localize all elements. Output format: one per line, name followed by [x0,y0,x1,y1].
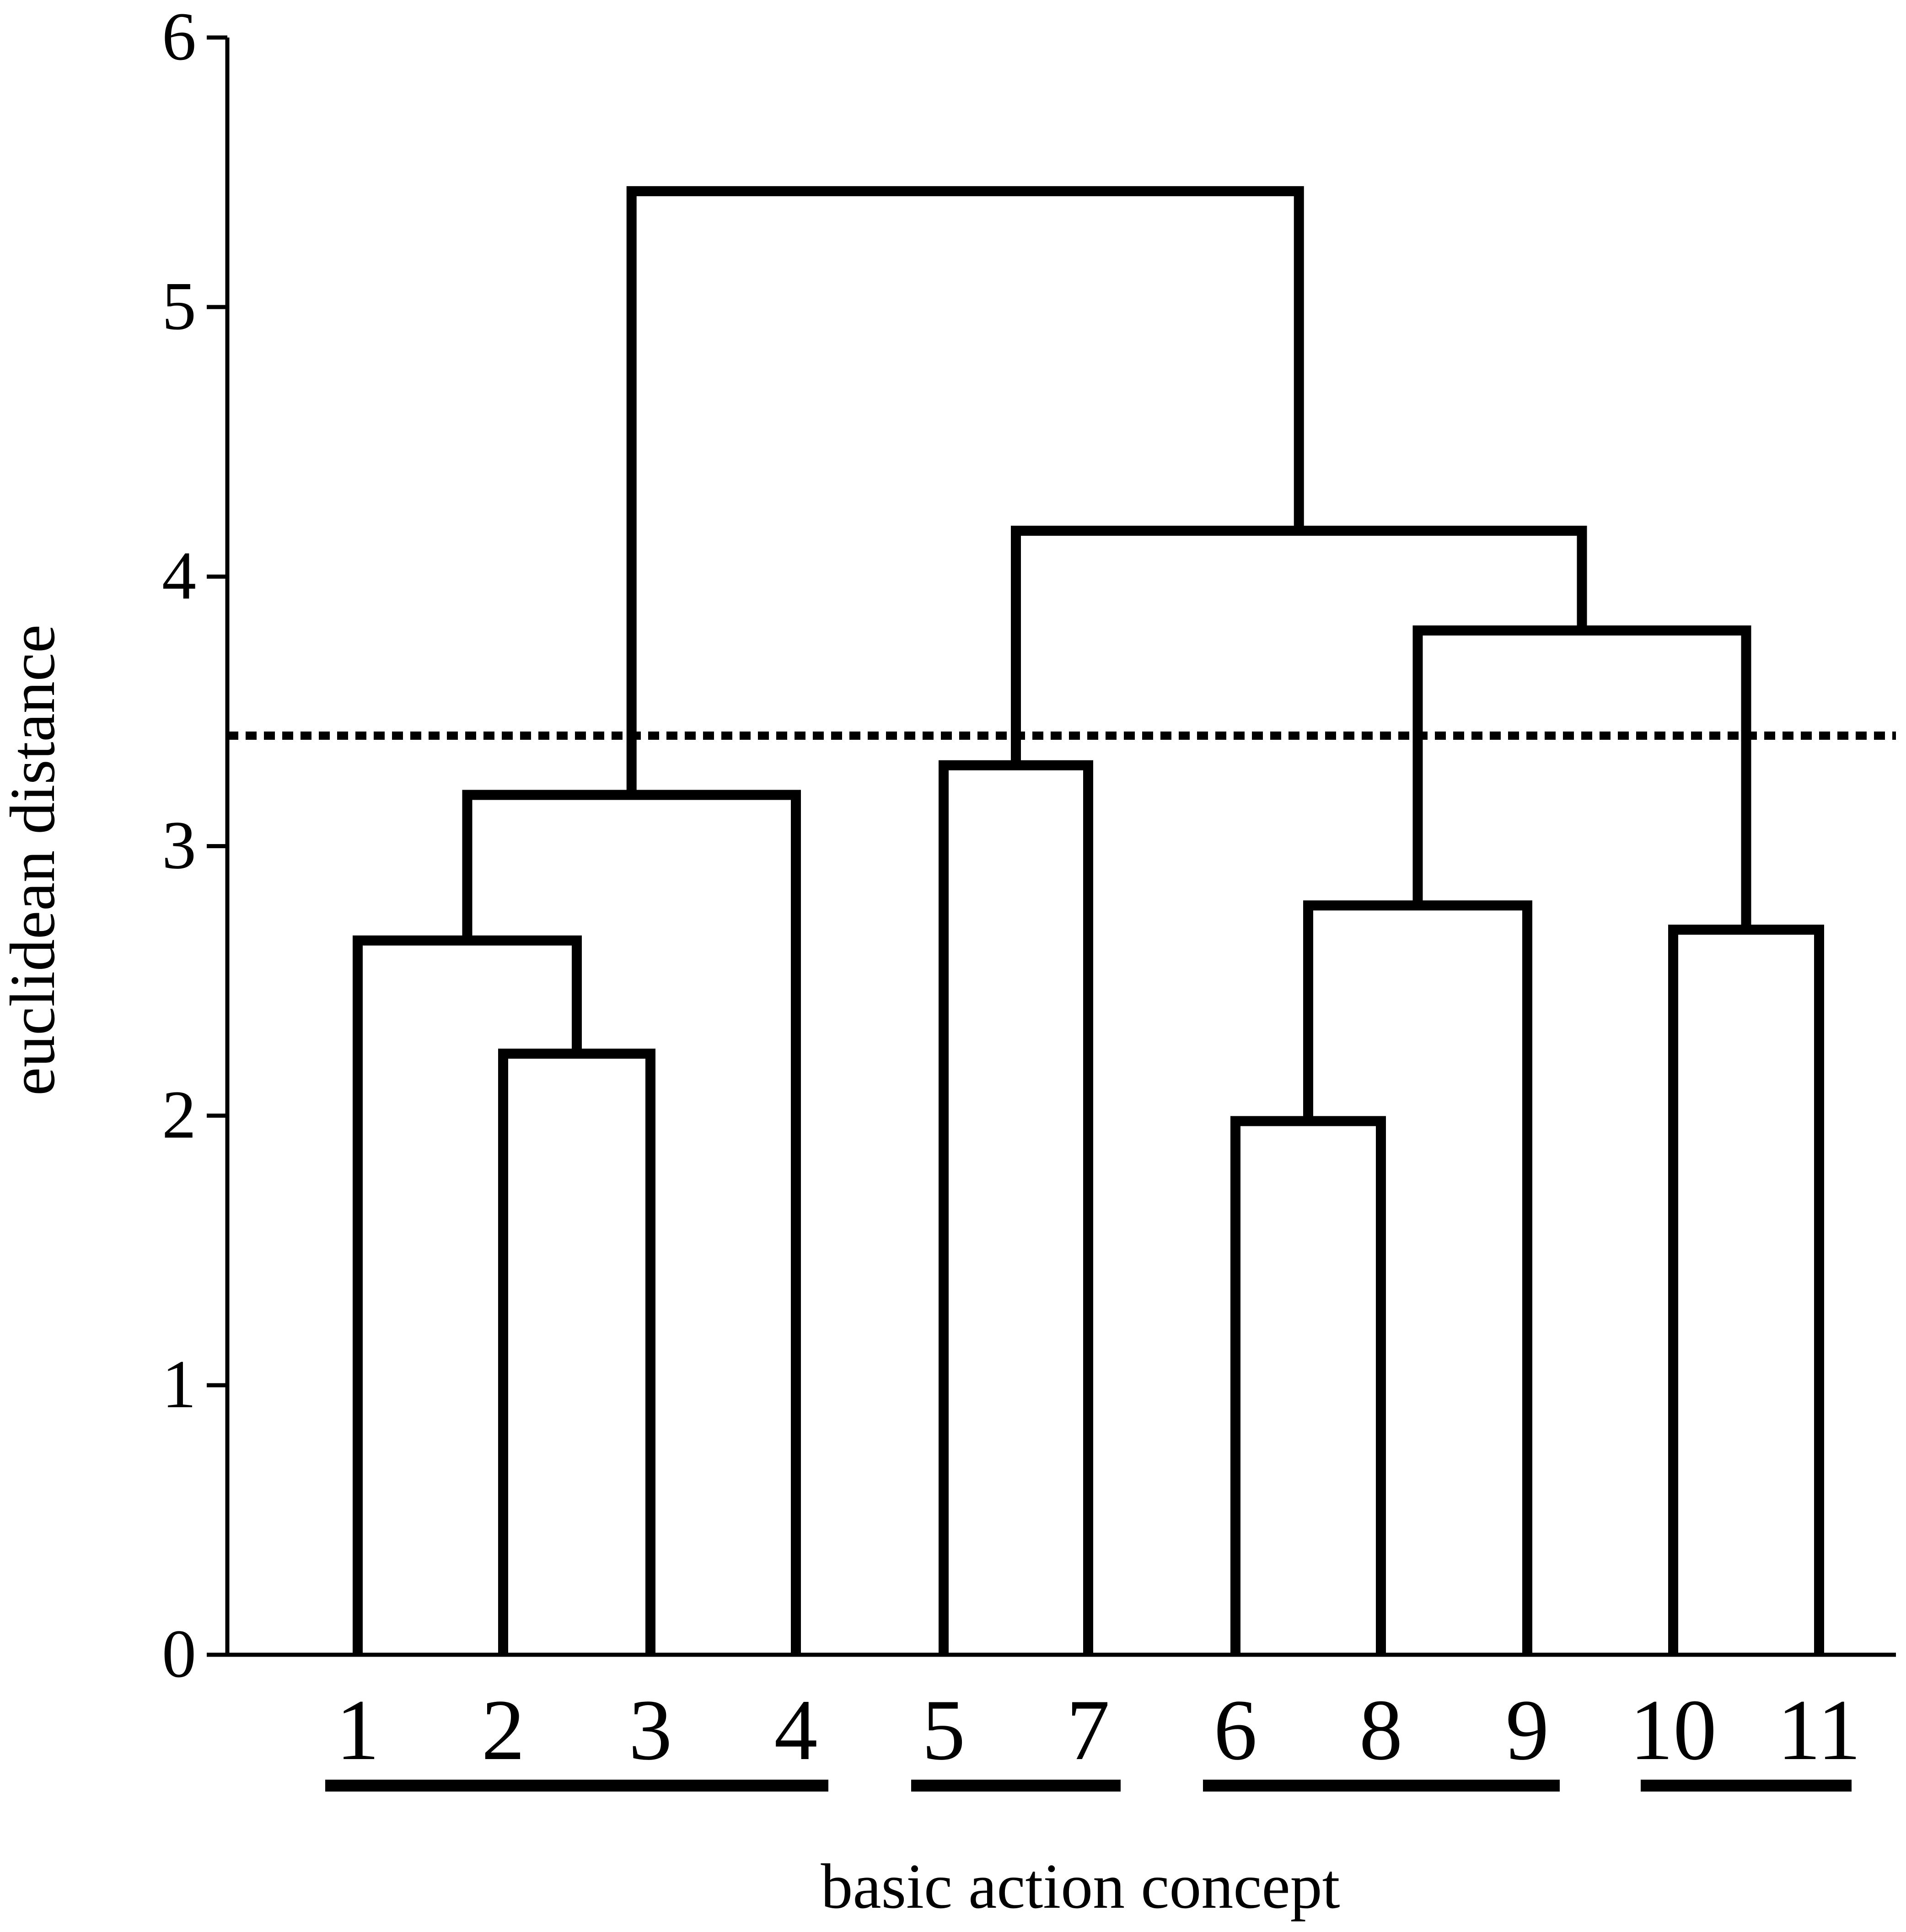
dendrogram-link-m4 [1668,925,1824,1655]
dendrogram-link-m10 [626,186,1304,795]
y-axis-ticks: 0 1 2 3 4 5 6 [162,0,227,1692]
y-tick-label: 6 [162,0,196,75]
y-axis-label: euclidean distance [0,624,68,1096]
leaf-label: 9 [1506,1682,1549,1778]
dendrogram-link-m2 [498,1049,655,1655]
dendrogram-link-m9 [1011,526,1587,765]
cluster-bar-2 [911,1780,1121,1792]
dendrogram-link-m3 [353,935,582,1655]
dendrogram-link-m1 [1230,1116,1386,1655]
leaf-label: 4 [774,1682,818,1778]
leaf-label: 2 [482,1682,525,1778]
dendrogram-link-m5 [1303,900,1532,1655]
y-tick-label: 5 [162,268,196,344]
dendrogram-link-m7 [939,760,1093,1655]
cluster-bars [325,1780,1852,1792]
leaf-label: 1 [336,1682,380,1778]
y-tick-label: 2 [162,1077,196,1153]
y-tick-label: 0 [162,1616,196,1692]
leaf-labels: 1 2 3 4 5 7 6 8 9 10 11 [336,1682,1861,1778]
cluster-bar-4 [1641,1780,1852,1792]
dendrogram-links [353,186,1824,1655]
y-tick-label: 1 [162,1346,196,1422]
dendrogram-link-m8 [1412,625,1751,930]
leaf-label: 5 [922,1682,966,1778]
cluster-bar-1 [325,1780,828,1792]
x-axis-label: basic action concept [821,1851,1340,1922]
y-tick-label: 3 [162,807,196,883]
leaf-label: 7 [1067,1682,1110,1778]
y-tick-label: 4 [162,538,196,614]
leaf-label: 6 [1214,1682,1257,1778]
leaf-label: 8 [1359,1682,1403,1778]
leaf-label: 3 [629,1682,672,1778]
leaf-label: 10 [1630,1682,1717,1778]
leaf-label: 11 [1777,1682,1861,1778]
cluster-bar-3 [1203,1780,1560,1792]
dendrogram-link-m6 [462,790,801,1655]
